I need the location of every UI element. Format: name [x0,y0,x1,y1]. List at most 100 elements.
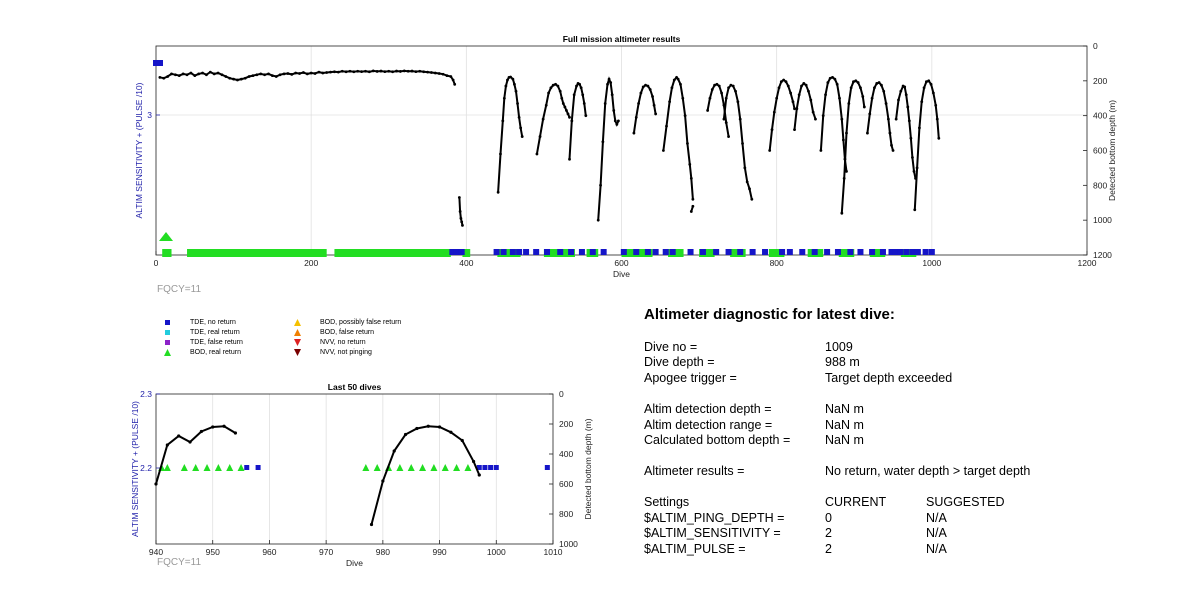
bottom-depth-point [929,82,933,86]
x-tick-label: 1010 [544,547,563,557]
bottom-depth-point [201,71,204,75]
tde-no-return-marker [568,249,575,255]
bod-real-return-band [838,249,855,257]
bottom-depth-point [599,183,602,187]
bottom-depth-line [155,425,236,485]
settings-header-suggested: SUGGESTED [926,495,1005,509]
bottom-depth-point [886,117,890,121]
tde-no-return-marker [909,249,916,255]
bottom-depth-point [668,100,672,104]
bottom-depth-point [360,70,363,74]
legend-item-nvv-no-return: NVV, no return [290,338,366,347]
bottom-depth-point [791,100,795,104]
diag-value-altimeter-results: No return, water depth > target depth [825,464,1031,478]
bottom-depth-point [290,72,294,76]
bottom-depth-point [364,69,367,73]
bottom-depth-point [710,88,714,91]
bod-real-return-marker [464,464,472,471]
fqcy-annotation-last50: FQCY=11 [157,557,201,568]
bottom-depth-point [789,91,793,95]
bottom-depth-point [652,103,656,107]
x-axis-label: Dive [613,269,630,279]
tde-no-return-marker [523,249,530,255]
bottom-depth-point [909,136,913,140]
bottom-depth-point [348,69,352,73]
bottom-depth-point [738,117,742,121]
bottom-depth-point [305,72,309,76]
bottom-depth-point [433,71,437,75]
bottom-depth-point [648,88,652,91]
tde-no-return-marker [488,465,494,470]
setting-label-ping-depth: $ALTIM_PING_DEPTH = [644,511,785,525]
bottom-depth-point [838,96,841,100]
bottom-depth-point [426,70,429,74]
bottom-depth-point [731,84,735,88]
tde-no-return-marker [244,465,250,470]
right-tick-label: 200 [559,419,573,429]
bod-real-return-marker [441,464,449,471]
tde-no-return-marker [633,249,640,255]
bottom-depth-point [197,72,201,76]
tde-no-return-marker [699,249,706,255]
bottom-depth-point [797,93,801,97]
tde-no-return-marker [453,249,460,255]
bottom-depth-point [616,119,620,123]
bottom-depth-point [899,89,903,93]
bottom-depth-point [551,83,555,87]
bottom-depth-point [367,70,371,74]
bottom-depth-point [717,84,721,88]
bottom-depth-point [430,71,433,74]
tde-no-return-marker [458,249,465,255]
bottom-depth-point [547,91,550,95]
tde-no-return-marker [449,249,456,255]
bottom-depth-point [811,110,815,114]
bottom-depth-point [517,116,521,119]
bottom-depth-point [233,431,237,435]
diag-label-altimeter-results: Altimeter results = [644,464,745,478]
bottom-depth-point [748,187,751,191]
diag-value-dive-depth: 988 m [825,355,860,369]
bottom-depth-point [610,93,614,97]
bottom-depth-point [613,119,617,123]
diag-value-dive-no: 1009 [825,340,853,354]
bottom-depth-point [734,89,737,93]
x-tick-label: 950 [206,547,220,557]
chart-title: Full mission altimeter results [563,34,681,44]
bottom-depth-point [267,72,270,76]
bottom-depth-point [568,157,571,161]
tde-no-return-marker [824,249,831,255]
right-tick-label: 400 [1093,111,1107,121]
bottom-depth-point [549,86,553,90]
bottom-depth-point [842,176,846,180]
bottom-depth-point [514,89,518,93]
right-tick-label: 800 [1093,180,1107,190]
diag-label-detection-depth: Altim detection depth = [644,402,772,416]
bottom-depth-point [509,75,512,79]
bottom-depth-point [724,121,728,125]
settings-header-current: CURRENT [825,495,887,509]
tde-no-return-marker [578,249,585,255]
right-tick-label: 800 [559,509,573,519]
bottom-depth-point [570,119,574,123]
bottom-depth-point [538,135,542,138]
tde-no-return-marker [544,465,550,470]
x-axis-label: Dive [346,558,363,568]
right-tick-label: 0 [559,389,564,399]
bottom-depth-point [873,86,876,90]
bottom-depth-point [770,128,774,132]
bottom-depth-point [278,73,282,77]
setting-current-ping-depth: 0 [825,511,832,525]
bottom-depth-point [890,143,893,147]
bottom-depth-point [165,443,169,447]
bottom-depth-line [632,84,657,134]
bottom-depth-point [866,131,869,135]
bottom-depth-point [911,156,914,159]
bottom-depth-point [644,83,647,87]
bottom-depth-point [259,72,263,76]
legend-label: TDE, false return [190,339,243,346]
bottom-depth-point [381,479,385,483]
diag-label-dive-no: Dive no = [644,340,698,354]
bottom-depth-point [835,82,839,86]
bottom-depth-line [793,82,817,130]
bod-real-return-marker [407,464,415,471]
